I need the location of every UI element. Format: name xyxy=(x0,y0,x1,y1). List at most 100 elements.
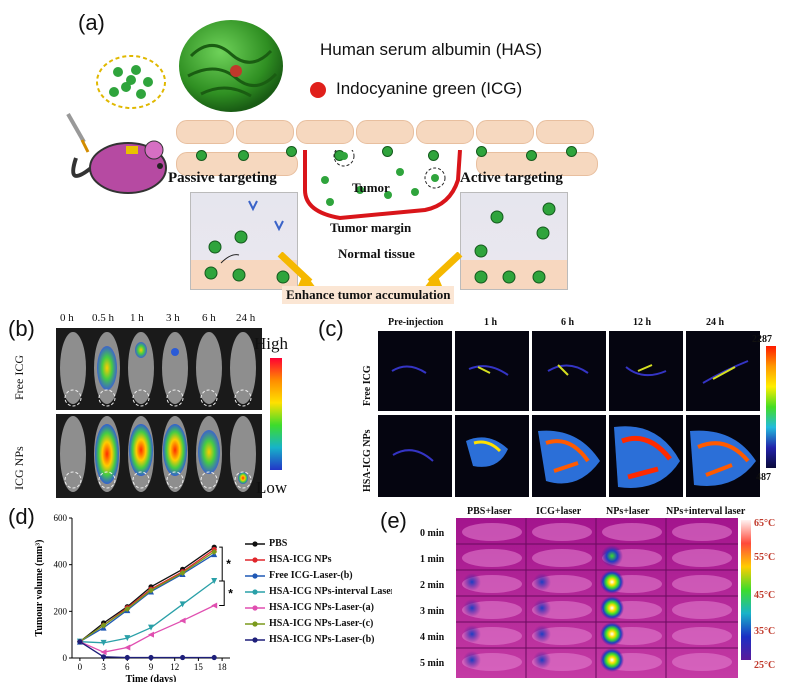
legend-entry: PBS xyxy=(244,538,287,549)
data-point xyxy=(101,654,107,660)
tumor-label: Tumor xyxy=(352,180,390,195)
time-label: 0 h xyxy=(60,312,74,324)
legend-swatch xyxy=(245,605,265,611)
data-point xyxy=(179,617,186,624)
legend-swatch xyxy=(245,589,265,595)
data-point xyxy=(148,624,154,631)
legend-entry: HSA-ICG NPs-Laser-(b) xyxy=(244,634,374,645)
legend-swatch xyxy=(245,557,265,563)
passive-targeting-label: Passive targeting xyxy=(168,170,277,186)
temperature-label: 55°C xyxy=(754,552,776,563)
data-point xyxy=(124,654,130,661)
data-point xyxy=(148,654,154,661)
row-time-label: 1 min xyxy=(420,554,445,565)
colorbar-high-label: High xyxy=(254,334,288,353)
significance-star: * xyxy=(226,557,231,571)
panel-e-label: (e) xyxy=(380,508,407,533)
row-time-label: 2 min xyxy=(420,580,445,591)
row-time-label: 3 min xyxy=(420,606,445,617)
active-targeting-box xyxy=(460,192,568,290)
panel-b-colorbar xyxy=(270,358,282,470)
panel-c-fluorescence-images xyxy=(378,331,760,497)
data-point xyxy=(124,644,131,651)
significance-bracket xyxy=(219,546,223,582)
data-point xyxy=(100,649,107,656)
panel-c-label: (c) xyxy=(318,316,344,341)
panel-b-label: (b) xyxy=(8,316,35,341)
series-line xyxy=(79,546,215,643)
legend-swatch xyxy=(245,637,265,643)
legend-swatch xyxy=(245,573,265,579)
legend-entry: HSA-ICG NPs-Laser-(a) xyxy=(244,602,374,613)
time-label: 12 h xyxy=(633,317,652,328)
legend-label: HSA-ICG NPs-Laser-(c) xyxy=(269,618,374,629)
x-tick-label: 0 xyxy=(78,662,83,672)
time-label: 1 h xyxy=(484,317,498,328)
data-point xyxy=(211,602,218,609)
legend-swatch xyxy=(245,621,265,627)
tumor-region xyxy=(303,150,462,221)
data-point xyxy=(179,601,186,608)
time-label: 24 h xyxy=(706,317,725,328)
tumor-margin-label: Tumor margin xyxy=(330,220,412,235)
colorbar-low-label: Low xyxy=(256,478,288,497)
data-point xyxy=(124,635,131,642)
series-line xyxy=(79,580,215,644)
data-point xyxy=(211,654,217,661)
panel-c-colorbar xyxy=(766,346,776,468)
legend-entry: HSA-ICG NPs-Laser-(c) xyxy=(244,618,373,629)
colorbar-max-label: 2287 xyxy=(752,334,772,345)
active-targeting-label: Active targeting xyxy=(460,170,563,186)
mouse-icon xyxy=(71,140,167,194)
x-tick-label: 3 xyxy=(101,662,106,672)
icg-legend-text: Indocyanine green (ICG) xyxy=(336,79,523,98)
row-label-free-icg: Free ICG xyxy=(362,365,373,406)
temperature-label: 65°C xyxy=(754,518,776,529)
panel-a-schematic: (a) Human serum albumin (HAS) Indocyanin… xyxy=(0,0,792,312)
data-point xyxy=(124,606,131,612)
row-label-free-icg: Free ICG xyxy=(12,355,26,400)
temperature-label: 45°C xyxy=(754,590,776,601)
significance-star: * xyxy=(228,586,233,600)
time-label: 1 h xyxy=(130,312,144,324)
tumour-volume-chart: 0 3 6 9 12 15 18 0 200 400 600 Time (days) Tumour vo… xyxy=(34,513,233,682)
panel-a-label: (a) xyxy=(78,10,105,35)
y-axis-label: Tumour volume (mm³) xyxy=(34,540,45,637)
data-point xyxy=(211,578,218,584)
syringe-icon xyxy=(66,55,166,153)
icg-dot-icon xyxy=(310,82,326,98)
legend-entry: HSA-ICG NPs xyxy=(244,554,332,565)
column-label: PBS+laser xyxy=(467,506,512,517)
accumulation-arrows xyxy=(277,252,463,288)
colorbar-min-label: 487 xyxy=(756,472,771,483)
temperature-label: 35°C xyxy=(754,626,776,637)
column-label: ICG+laser xyxy=(536,506,582,517)
data-point xyxy=(77,639,83,645)
legend-label: HSA-ICG NPs xyxy=(269,554,332,565)
x-tick-label: 6 xyxy=(125,662,130,672)
time-label: 0.5 h xyxy=(92,312,114,324)
panel-d-label: (d) xyxy=(8,504,35,529)
significance-bracket xyxy=(219,580,225,606)
legend-label: HSA-ICG NPs-Laser-(a) xyxy=(269,602,374,613)
row-time-label: 5 min xyxy=(420,658,445,669)
time-label: 6 h xyxy=(561,317,575,328)
row-label-icg-nps: ICG NPs xyxy=(12,446,26,490)
x-tick-label: 12 xyxy=(170,662,179,672)
legend-entry: Free ICG-Laser-(b) xyxy=(244,570,353,581)
time-label: 6 h xyxy=(202,312,216,324)
row-time-label: 0 min xyxy=(420,528,445,539)
column-label: NPs+laser xyxy=(606,506,650,517)
data-point xyxy=(179,569,186,576)
time-label: 24 h xyxy=(236,312,256,324)
y-tick-label: 400 xyxy=(54,560,68,570)
series-line xyxy=(79,551,215,643)
legend-label: HSA-ICG NPs-interval Laser-(b) xyxy=(269,586,392,597)
blood-vessel-layer xyxy=(176,116,600,216)
legend-label: Free ICG-Laser-(b) xyxy=(269,570,353,581)
hsa-protein-icon xyxy=(179,20,283,112)
has-legend-text: Human serum albumin (HAS) xyxy=(320,40,543,59)
series-line xyxy=(79,641,215,659)
enhance-label: Enhance tumor accumulation xyxy=(282,286,455,304)
legend-label: PBS xyxy=(269,538,288,549)
